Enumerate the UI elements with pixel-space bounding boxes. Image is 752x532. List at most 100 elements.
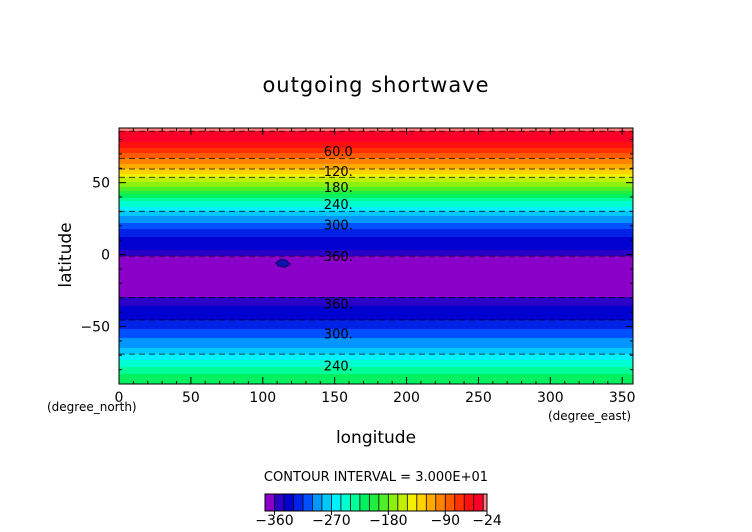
fill-stripe	[119, 350, 633, 352]
contour-label: 360.	[324, 250, 353, 265]
fill-stripe	[119, 135, 633, 137]
fill-stripe	[119, 165, 633, 167]
fill-stripe	[119, 137, 633, 139]
fill-stripe	[119, 376, 633, 378]
fill-stripe	[119, 161, 633, 163]
fill-stripe	[119, 272, 633, 274]
fill-stripe	[119, 352, 633, 354]
fill-stripe	[119, 276, 633, 278]
colorbar-swatch	[312, 494, 323, 511]
fill-stripe	[119, 232, 633, 234]
fill-stripe	[119, 278, 633, 280]
y-axis-unit: (degree_north)	[47, 400, 137, 414]
fill-stripe	[119, 211, 633, 213]
fill-stripe	[119, 332, 633, 334]
fill-stripe	[119, 366, 633, 368]
fill-stripe	[119, 173, 633, 175]
y-tick-label: 50	[92, 176, 110, 192]
fill-stripe	[119, 377, 633, 379]
fill-stripe	[119, 241, 633, 243]
contour-label: 60.0	[324, 145, 353, 160]
fill-stripe	[119, 296, 633, 298]
fill-stripe	[119, 318, 633, 320]
fill-stripe	[119, 325, 633, 327]
x-tick-label: 200	[393, 390, 420, 406]
fill-stripe	[119, 182, 633, 184]
fill-stripe	[119, 158, 633, 160]
fill-stripe	[119, 249, 633, 251]
fill-stripe	[119, 312, 633, 314]
fill-stripe	[119, 365, 633, 367]
fill-stripe	[119, 222, 633, 224]
fill-stripe	[119, 226, 633, 228]
fill-stripe	[119, 142, 633, 144]
colorbar-swatch	[369, 494, 380, 511]
fill-stripe	[119, 257, 633, 259]
fill-stripe	[119, 335, 633, 337]
fill-stripe	[119, 237, 633, 239]
y-axis-ticks: 50 0 −50	[80, 139, 633, 385]
fill-stripe	[119, 215, 633, 217]
fill-stripe	[119, 281, 633, 283]
fill-stripe	[119, 143, 633, 145]
fill-stripe	[119, 361, 633, 363]
x-tick-label: 300	[537, 390, 564, 406]
fill-stripe	[119, 242, 633, 244]
fill-stripe	[119, 255, 633, 257]
fill-stripe	[119, 197, 633, 199]
colorbar-frame	[264, 493, 488, 512]
fill-stripe	[119, 195, 633, 197]
fill-stripe	[119, 206, 633, 208]
fill-stripe	[119, 263, 633, 265]
colorbar-swatch	[378, 494, 389, 511]
fill-stripe	[119, 221, 633, 223]
fill-stripe	[119, 153, 633, 155]
fill-stripe	[119, 297, 633, 299]
fill-stripe	[119, 193, 633, 195]
x-axis-label: longitude	[336, 428, 416, 448]
fill-stripe	[119, 240, 633, 242]
y-axis-label: latitude	[56, 222, 76, 287]
fill-stripe	[119, 260, 633, 262]
fill-stripe	[119, 264, 633, 266]
fill-stripe	[119, 353, 633, 355]
contour-label: 300.	[324, 218, 353, 233]
fill-stripe	[119, 247, 633, 249]
x-axis-unit: (degree_east)	[548, 409, 631, 423]
colorbar-swatch	[483, 494, 488, 511]
colorbar-tick-label: −180	[369, 513, 407, 529]
fill-stripe	[119, 288, 633, 290]
fill-stripe	[119, 203, 633, 205]
fill-stripe	[119, 291, 633, 293]
fill-stripe	[119, 227, 633, 229]
fill-stripe	[119, 334, 633, 336]
fill-stripe	[119, 160, 633, 162]
fill-stripe	[119, 284, 633, 286]
fill-stripe	[119, 231, 633, 233]
fill-stripe	[119, 167, 633, 169]
fill-stripe	[119, 374, 633, 376]
fill-stripe	[119, 306, 633, 308]
colorbar-swatch	[388, 494, 399, 511]
fill-stripe	[119, 310, 633, 312]
fill-stripe	[119, 373, 633, 375]
fill-stripe	[119, 343, 633, 345]
fill-stripe	[119, 285, 633, 287]
colorbar-swatch	[416, 494, 427, 511]
fill-stripe	[119, 181, 633, 183]
fill-stripe	[119, 229, 633, 231]
x-tick-label: 100	[249, 390, 276, 406]
fill-stripe	[119, 349, 633, 351]
fill-stripe	[119, 192, 633, 194]
fill-stripe	[119, 357, 633, 359]
fill-stripe	[119, 293, 633, 295]
fill-stripe	[119, 244, 633, 246]
fill-stripe	[119, 256, 633, 258]
fill-stripe	[119, 324, 633, 326]
x-axis-ticks: 0 50 100 150 200 250 300 350	[115, 128, 636, 406]
fill-stripe	[119, 176, 633, 178]
fill-stripe	[119, 170, 633, 172]
fill-stripe	[119, 157, 633, 159]
fill-stripe	[119, 316, 633, 318]
